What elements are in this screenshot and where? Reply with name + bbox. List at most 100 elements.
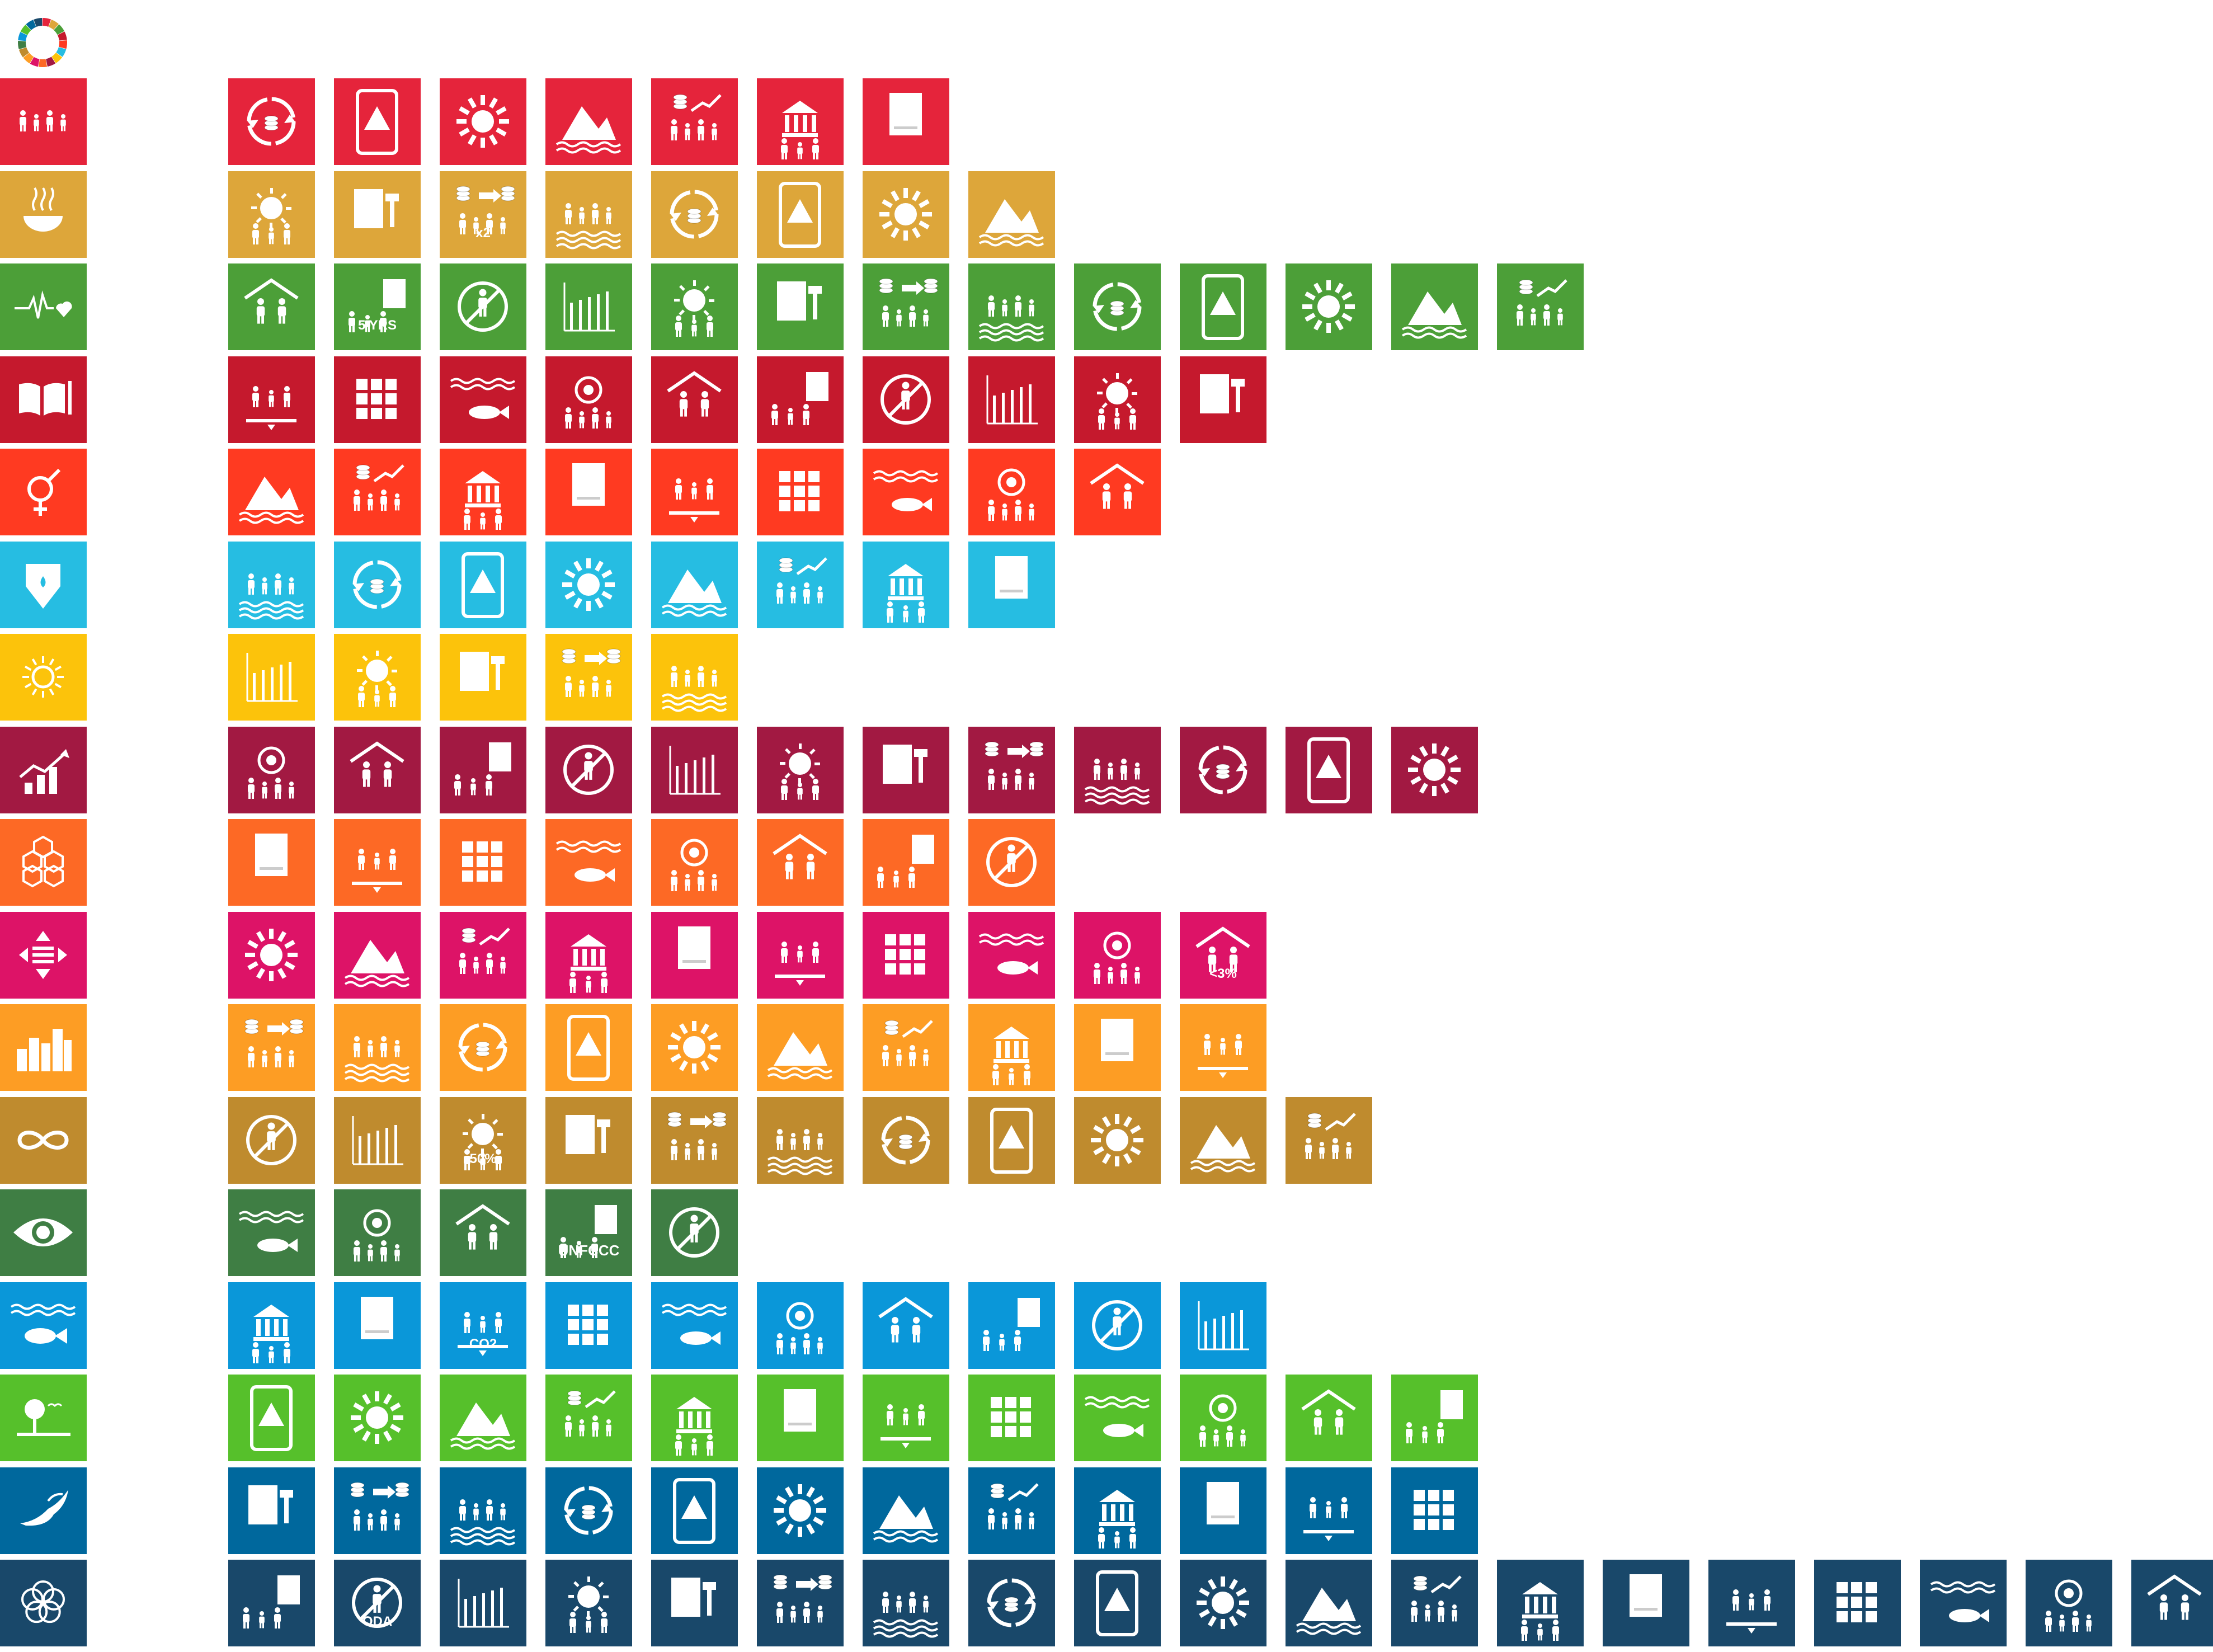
target-17-10-tile[interactable]: [1180, 1560, 1266, 1646]
target-10-2-tile[interactable]: [334, 912, 421, 999]
target-3-11-tile[interactable]: [1286, 263, 1372, 350]
target-8-6-tile[interactable]: [757, 727, 844, 813]
target-11-7-tile[interactable]: [863, 1004, 949, 1091]
target-17-13-tile[interactable]: [1497, 1560, 1584, 1646]
target-17-7-tile[interactable]: [863, 1560, 949, 1646]
target-5-7-tile[interactable]: [863, 449, 949, 535]
target-17-12-tile[interactable]: [1391, 1560, 1478, 1646]
target-6-8-tile[interactable]: [968, 542, 1055, 628]
target-11-5-tile[interactable]: [651, 1004, 738, 1091]
target-6-4-tile[interactable]: [545, 542, 632, 628]
target-9-1-tile[interactable]: [228, 819, 315, 906]
target-5-2-tile[interactable]: [334, 449, 421, 535]
target-3-8-tile[interactable]: [968, 263, 1055, 350]
target-2-2-tile[interactable]: [334, 171, 421, 258]
target-10-8-tile[interactable]: [968, 912, 1055, 999]
target-1-1-tile[interactable]: [228, 78, 315, 165]
target-2-6-tile[interactable]: [757, 171, 844, 258]
target-9-8-tile[interactable]: [968, 819, 1055, 906]
target-6-1-tile[interactable]: [228, 542, 315, 628]
target-17-9-tile[interactable]: [1074, 1560, 1161, 1646]
target-8-5-tile[interactable]: [651, 727, 738, 813]
target-4-6-tile[interactable]: [757, 356, 844, 443]
target-16-12-tile[interactable]: [1391, 1467, 1478, 1554]
target-17-6-tile[interactable]: [757, 1560, 844, 1646]
target-10-10-tile[interactable]: <3%: [1180, 912, 1266, 999]
target-12-6-tile[interactable]: [757, 1097, 844, 1184]
target-12-10-tile[interactable]: [1180, 1097, 1266, 1184]
target-12-9-tile[interactable]: [1074, 1097, 1161, 1184]
target-2-8-tile[interactable]: [968, 171, 1055, 258]
target-2-5-tile[interactable]: [651, 171, 738, 258]
target-6-3-tile[interactable]: [440, 542, 526, 628]
target-5-3-tile[interactable]: [440, 449, 526, 535]
target-16-3-tile[interactable]: [440, 1467, 526, 1554]
target-12-4-tile[interactable]: [545, 1097, 632, 1184]
target-3-9-tile[interactable]: [1074, 263, 1161, 350]
target-13-3-tile[interactable]: [440, 1189, 526, 1276]
target-17-2-tile[interactable]: ODA: [334, 1560, 421, 1646]
target-5-4-tile[interactable]: [545, 449, 632, 535]
target-8-8-tile[interactable]: [968, 727, 1055, 813]
target-8-3-tile[interactable]: [440, 727, 526, 813]
target-5-1-tile[interactable]: [228, 449, 315, 535]
target-14-7-tile[interactable]: [863, 1282, 949, 1369]
target-17-19-tile[interactable]: [2131, 1560, 2213, 1646]
target-11-8-tile[interactable]: [968, 1004, 1055, 1091]
goal-14-tile[interactable]: [0, 1282, 87, 1369]
target-11-10-tile[interactable]: [1180, 1004, 1266, 1091]
goal-10-tile[interactable]: [0, 912, 87, 999]
target-8-1-tile[interactable]: [228, 727, 315, 813]
target-14-2-tile[interactable]: [334, 1282, 421, 1369]
goal-3-tile[interactable]: [0, 263, 87, 350]
target-17-11-tile[interactable]: [1286, 1560, 1372, 1646]
target-8-4-tile[interactable]: [545, 727, 632, 813]
target-17-1-tile[interactable]: [228, 1560, 315, 1646]
target-1-2-tile[interactable]: [334, 78, 421, 165]
target-15-5-tile[interactable]: [651, 1375, 738, 1461]
target-11-4-tile[interactable]: [545, 1004, 632, 1091]
target-3-10-tile[interactable]: [1180, 263, 1266, 350]
target-4-1-tile[interactable]: [228, 356, 315, 443]
target-2-1-tile[interactable]: [228, 171, 315, 258]
target-13-5-tile[interactable]: [651, 1189, 738, 1276]
target-14-3-tile[interactable]: CO2: [440, 1282, 526, 1369]
target-1-4-tile[interactable]: [545, 78, 632, 165]
target-10-4-tile[interactable]: [545, 912, 632, 999]
goal-6-tile[interactable]: [0, 542, 87, 628]
target-3-7-tile[interactable]: [863, 263, 949, 350]
goal-15-tile[interactable]: [0, 1375, 87, 1461]
goal-7-tile[interactable]: [0, 634, 87, 721]
target-15-3-tile[interactable]: [440, 1375, 526, 1461]
goal-5-tile[interactable]: [0, 449, 87, 535]
target-5-6-tile[interactable]: [757, 449, 844, 535]
goal-13-tile[interactable]: [0, 1189, 87, 1276]
target-3-12-tile[interactable]: [1391, 263, 1478, 350]
target-8-2-tile[interactable]: [334, 727, 421, 813]
target-2-7-tile[interactable]: [863, 171, 949, 258]
target-15-7-tile[interactable]: [863, 1375, 949, 1461]
target-12-5-tile[interactable]: [651, 1097, 738, 1184]
target-4-2-tile[interactable]: [334, 356, 421, 443]
target-15-9-tile[interactable]: [1074, 1375, 1161, 1461]
target-14-8-tile[interactable]: [968, 1282, 1055, 1369]
target-8-7-tile[interactable]: [863, 727, 949, 813]
goal-11-tile[interactable]: [0, 1004, 87, 1091]
goal-17-tile[interactable]: [0, 1560, 87, 1646]
target-4-5-tile[interactable]: [651, 356, 738, 443]
goal-2-tile[interactable]: [0, 171, 87, 258]
goal-4-tile[interactable]: [0, 356, 87, 443]
target-10-1-tile[interactable]: [228, 912, 315, 999]
target-10-6-tile[interactable]: [757, 912, 844, 999]
target-16-6-tile[interactable]: [757, 1467, 844, 1554]
target-9-6-tile[interactable]: [757, 819, 844, 906]
target-5-8-tile[interactable]: [968, 449, 1055, 535]
target-16-5-tile[interactable]: [651, 1467, 738, 1554]
target-10-5-tile[interactable]: [651, 912, 738, 999]
target-16-10-tile[interactable]: [1180, 1467, 1266, 1554]
target-8-10-tile[interactable]: [1180, 727, 1266, 813]
target-3-6-tile[interactable]: [757, 263, 844, 350]
target-17-16-tile[interactable]: [1814, 1560, 1901, 1646]
target-9-7-tile[interactable]: [863, 819, 949, 906]
target-16-7-tile[interactable]: [863, 1467, 949, 1554]
